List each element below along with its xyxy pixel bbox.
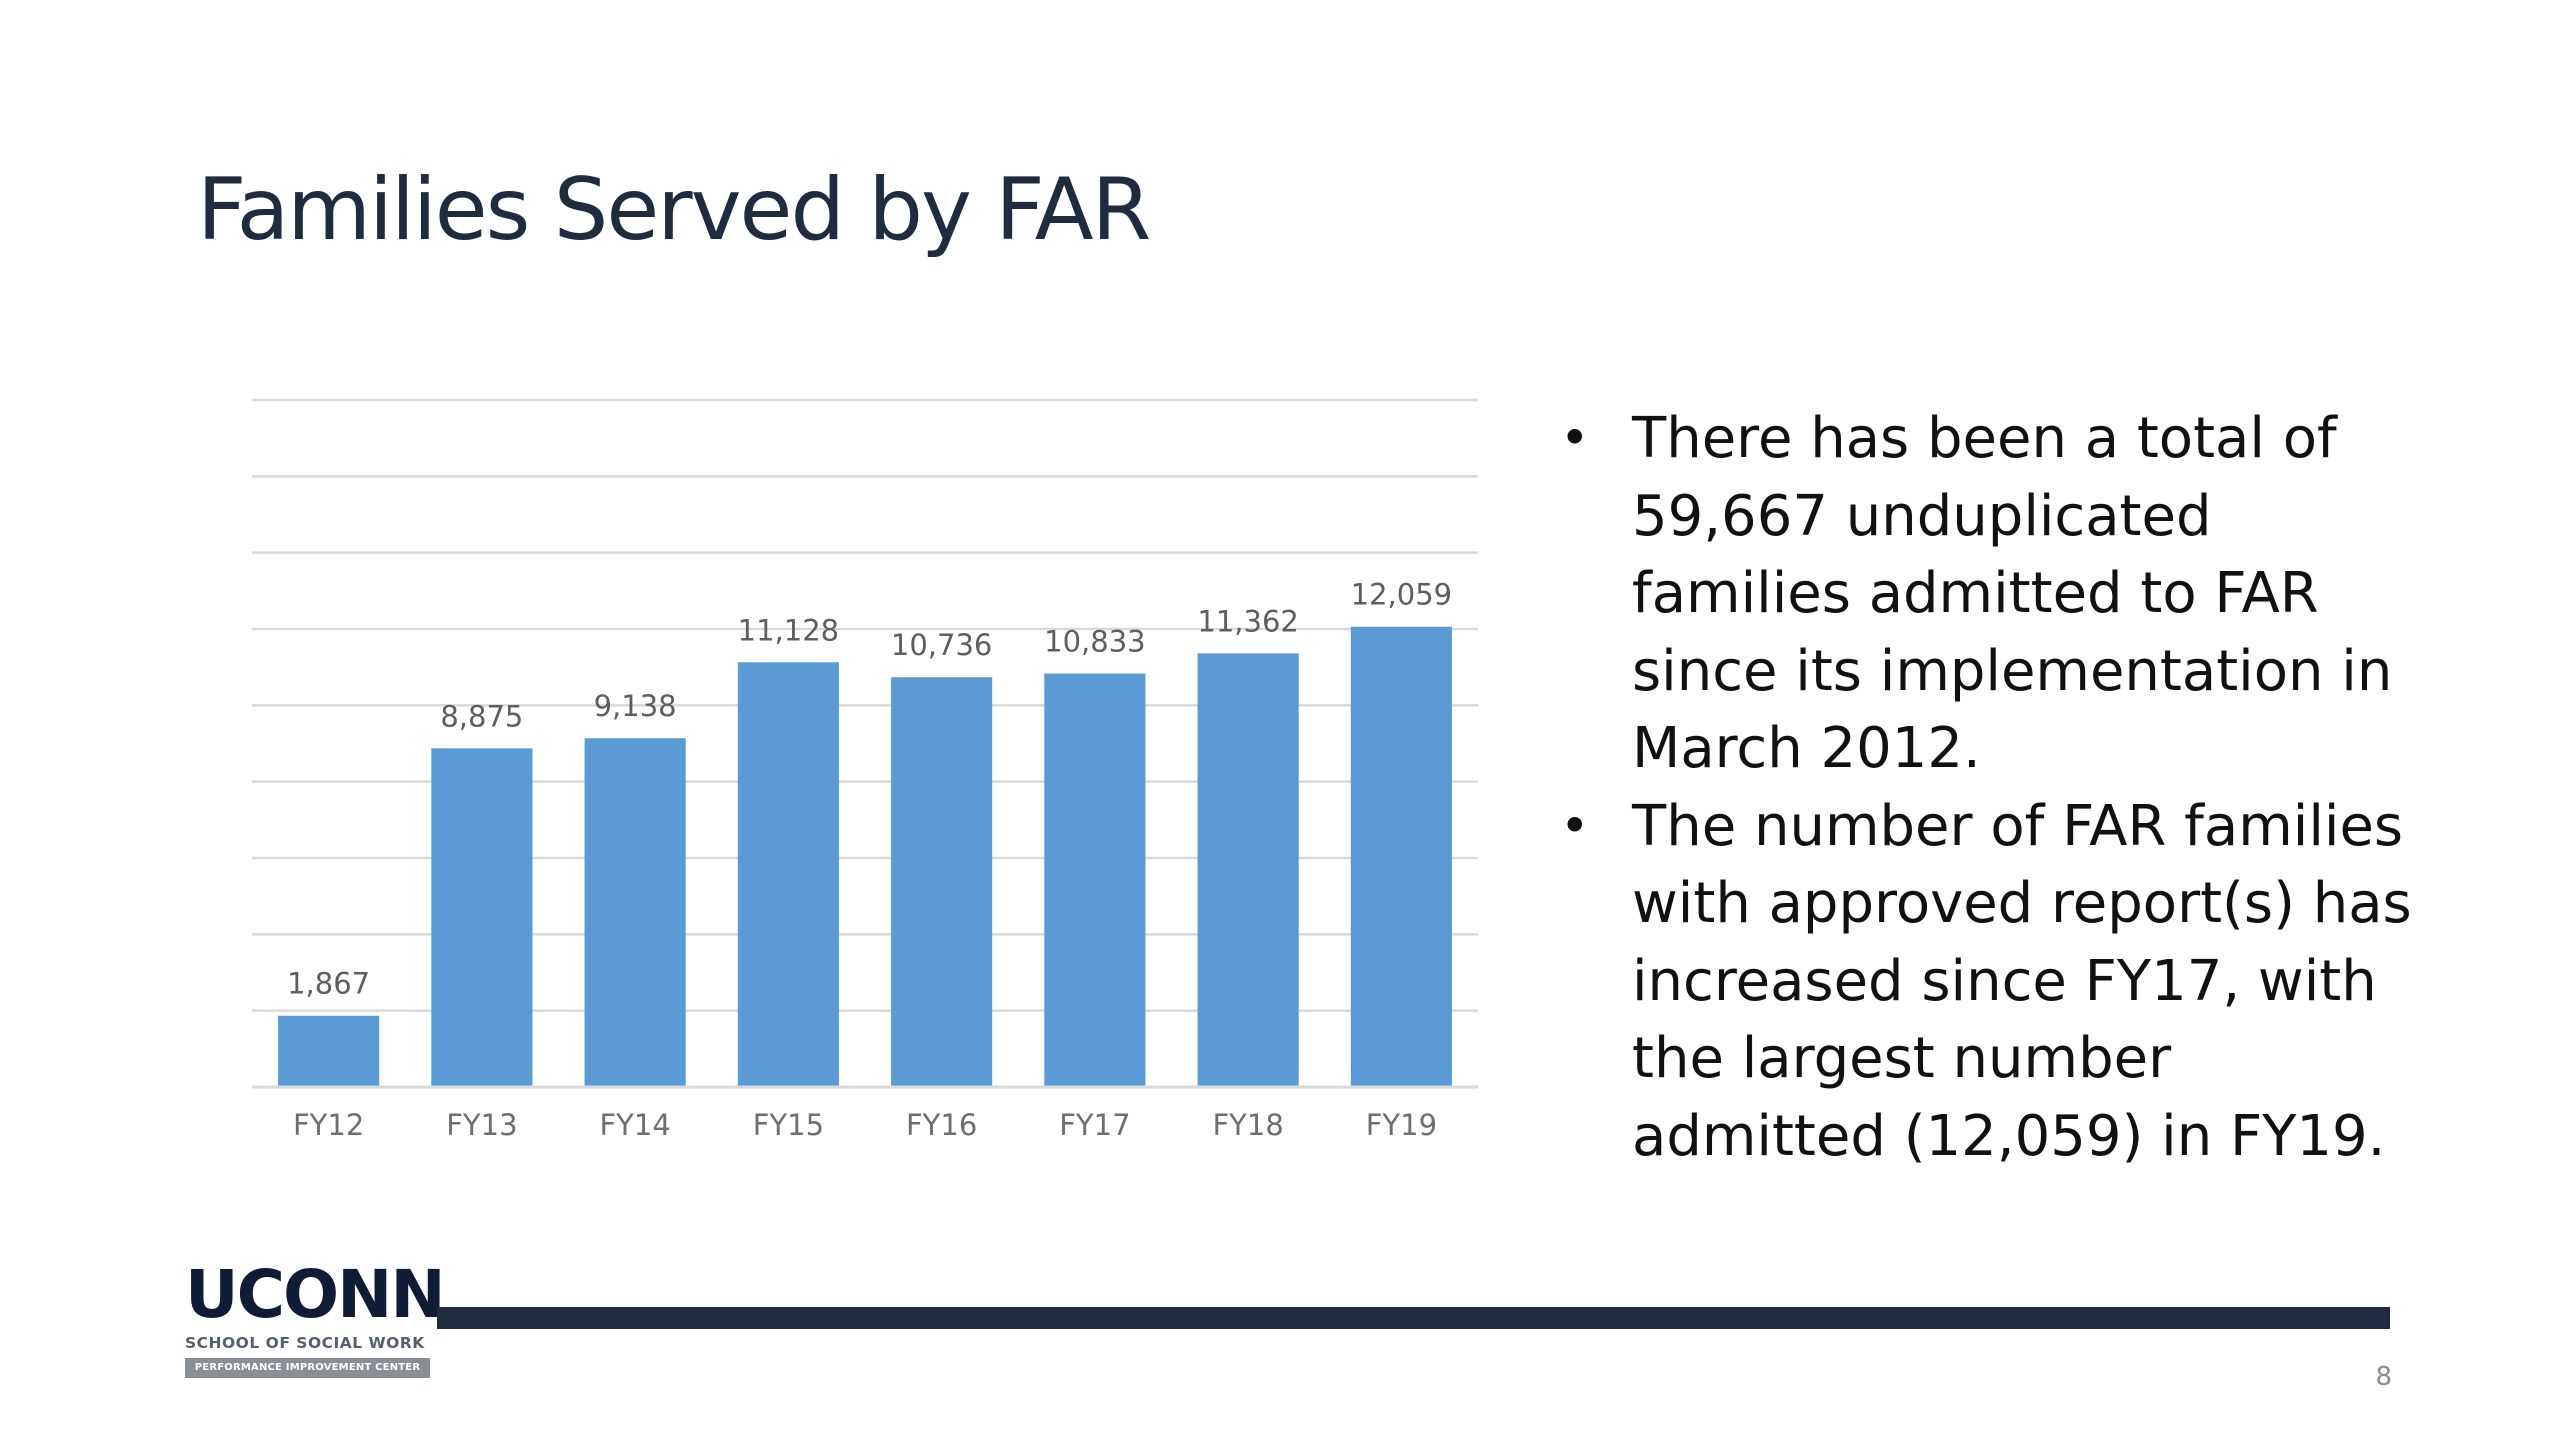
- logo-school-name: SCHOOL OF SOCIAL WORK: [185, 1334, 425, 1352]
- x-tick-label: FY19: [1366, 1108, 1437, 1142]
- bar-fy17: [1044, 673, 1146, 1087]
- bar-fy19: [1350, 626, 1452, 1087]
- x-tick-label: FY14: [599, 1108, 670, 1142]
- bullet-dot-icon: •: [1560, 796, 1590, 855]
- bar-fy14: [584, 738, 686, 1087]
- bar-fy16: [891, 677, 993, 1087]
- data-label: 8,875: [440, 699, 523, 733]
- logo-wordmark: UCONN: [185, 1256, 446, 1333]
- x-tick-label: FY12: [293, 1108, 364, 1142]
- bullet-text: The number of FAR families with approved…: [1632, 793, 2412, 1169]
- page-number: 8: [2375, 1362, 2392, 1392]
- data-label: 12,059: [1351, 578, 1452, 612]
- x-tick-label: FY16: [906, 1108, 977, 1142]
- data-label: 10,833: [1044, 625, 1145, 659]
- uconn-logo: UCONN SCHOOL OF SOCIAL WORK PERFORMANCE …: [185, 1256, 446, 1378]
- data-label: 11,128: [738, 613, 839, 647]
- bar-fy15: [737, 662, 839, 1087]
- bullet-item: • There has been a total of 59,667 undup…: [1560, 400, 2420, 788]
- bullet-text: There has been a total of 59,667 undupli…: [1632, 406, 2393, 781]
- bar-fy12: [278, 1015, 380, 1087]
- logo-center-name: PERFORMANCE IMPROVEMENT CENTER: [185, 1358, 430, 1378]
- x-tick-label: FY18: [1212, 1108, 1283, 1142]
- data-label: 11,362: [1197, 604, 1298, 638]
- footer-divider: [437, 1307, 2390, 1329]
- data-label: 9,138: [594, 689, 677, 723]
- bullet-list: • There has been a total of 59,667 undup…: [1560, 400, 2420, 1175]
- x-tick-label: FY17: [1059, 1108, 1130, 1142]
- data-label: 10,736: [891, 628, 992, 662]
- bullet-item: • The number of FAR families with approv…: [1560, 788, 2420, 1176]
- x-tick-label: FY15: [753, 1108, 824, 1142]
- data-label: 1,867: [287, 967, 370, 1001]
- bar-chart: 1,867 FY12 8,875 FY13 9,138 FY14 11,128 FY15 10,…: [252, 398, 1478, 1142]
- slide-title: Families Served by FAR: [197, 160, 1151, 260]
- x-tick-label: FY13: [446, 1108, 517, 1142]
- bullet-dot-icon: •: [1560, 409, 1590, 467]
- bar-fy18: [1197, 653, 1299, 1087]
- bar-fy13: [431, 748, 533, 1087]
